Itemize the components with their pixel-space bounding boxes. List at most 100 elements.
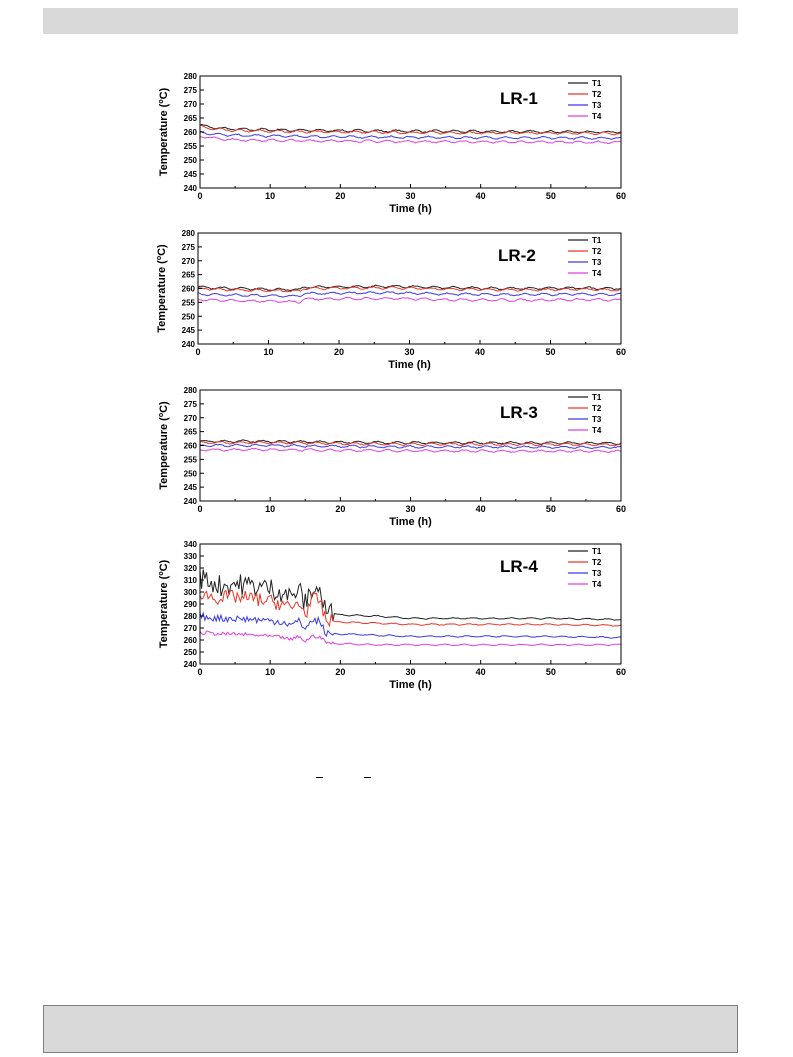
x-tick-label: 0 [197, 191, 202, 201]
series-line-t4 [199, 136, 622, 145]
x-tick-label: 50 [545, 347, 555, 357]
y-tick-label: 265 [184, 428, 198, 437]
legend-label: T1 [592, 236, 602, 245]
legend-label: T3 [592, 569, 602, 578]
legend-label: T1 [592, 79, 602, 88]
x-tick-label: 20 [335, 191, 345, 201]
series-line-t1 [199, 439, 622, 446]
legend-label: T2 [592, 558, 602, 567]
x-tick-label: 30 [405, 191, 415, 201]
y-tick-label: 290 [184, 600, 198, 609]
x-axis-label: Time (h) [388, 359, 431, 371]
x-tick-label: 60 [616, 667, 626, 677]
legend-label: T3 [592, 258, 602, 267]
y-tick-label: 260 [184, 442, 198, 451]
footer-box [43, 1005, 738, 1053]
legend-label: T4 [592, 269, 602, 278]
y-tick-label: 240 [184, 184, 198, 193]
y-axis-label: Temperature (oC) [156, 244, 168, 333]
series-line-t4 [197, 296, 622, 304]
y-tick-label: 270 [184, 100, 198, 109]
x-tick-label: 50 [546, 667, 556, 677]
x-tick-label: 50 [546, 504, 556, 514]
series-line-t3 [199, 443, 622, 450]
panel-label: LR-4 [500, 557, 538, 576]
x-axis-label: Time (h) [389, 679, 432, 691]
legend-label: T2 [592, 247, 602, 256]
y-tick-label: 250 [184, 156, 198, 165]
series-line-t4 [199, 630, 622, 647]
y-tick-label: 255 [184, 142, 198, 151]
series-line-t1 [199, 569, 622, 622]
y-tick-label: 260 [184, 636, 198, 645]
legend-label: T3 [592, 101, 602, 110]
y-tick-label: 270 [182, 257, 196, 266]
y-tick-label: 270 [184, 414, 198, 423]
series-line-t1 [197, 284, 622, 292]
y-tick-label: 320 [184, 564, 198, 573]
x-tick-label: 10 [265, 191, 275, 201]
y-tick-label: 275 [184, 400, 198, 409]
y-tick-label: 275 [182, 243, 196, 252]
x-tick-label: 10 [265, 504, 275, 514]
y-tick-label: 260 [182, 285, 196, 294]
y-tick-label: 255 [182, 298, 196, 307]
series-line-t2 [199, 124, 622, 136]
x-tick-label: 30 [405, 504, 415, 514]
y-tick-label: 275 [184, 86, 198, 95]
chart-lr-4: 0 10 20 30 40 50 60 240 250 260 270 280 290 300 310 320… [158, 540, 626, 691]
y-tick-label: 250 [184, 648, 198, 657]
x-axis-label: Time (h) [389, 516, 432, 528]
y-tick-label: 280 [184, 612, 198, 621]
x-tick-label: 60 [616, 347, 626, 357]
x-tick-label: 40 [475, 347, 485, 357]
series-line-t2 [199, 440, 622, 447]
legend-label: T4 [592, 580, 602, 589]
series-line-t2 [197, 285, 622, 293]
y-tick-label: 250 [184, 469, 198, 478]
x-tick-label: 60 [616, 504, 626, 514]
legend-label: T2 [592, 404, 602, 413]
y-axis-label: Temperature (oC) [158, 401, 170, 490]
panel-label: LR-1 [500, 89, 538, 108]
x-tick-label: 60 [616, 191, 626, 201]
legend-label: T1 [592, 393, 602, 402]
x-tick-label: 50 [546, 191, 556, 201]
x-tick-label: 20 [335, 667, 345, 677]
panel-label: LR-2 [498, 246, 536, 265]
y-tick-label: 240 [184, 660, 198, 669]
legend-label: T3 [592, 415, 602, 424]
y-tick-label: 240 [184, 497, 198, 506]
temperature-charts: 0 10 20 30 40 50 60 240 245 250 255 260 265 270 275 280… [156, 72, 626, 691]
y-tick-label: 260 [184, 128, 198, 137]
y-tick-label: 265 [182, 271, 196, 280]
x-tick-label: 0 [197, 504, 202, 514]
legend-label: T2 [592, 90, 602, 99]
panel-label: LR-3 [500, 403, 538, 422]
x-tick-label: 30 [405, 667, 415, 677]
chart-lr-2: 0 10 20 30 40 50 60 240 245 250 255 260 265 270 275 280… [156, 229, 626, 371]
series-line-t3 [199, 611, 622, 639]
y-tick-label: 265 [184, 114, 198, 123]
y-tick-label: 250 [182, 312, 196, 321]
y-tick-label: 340 [184, 540, 198, 549]
y-tick-label: 300 [184, 588, 198, 597]
header-bar [43, 8, 738, 34]
legend-label: T4 [592, 426, 602, 435]
x-tick-label: 20 [334, 347, 344, 357]
x-axis-label: Time (h) [389, 203, 432, 215]
y-tick-label: 280 [184, 386, 198, 395]
y-tick-label: 245 [184, 170, 198, 179]
y-tick-label: 280 [184, 72, 198, 81]
x-tick-label: 0 [197, 667, 202, 677]
chart-lr-3: 0 10 20 30 40 50 60 240 245 250 255 260 265 270 275 280… [158, 386, 626, 528]
y-tick-label: 240 [182, 340, 196, 349]
y-tick-label: 310 [184, 576, 198, 585]
y-tick-label: 245 [182, 326, 196, 335]
x-tick-label: 40 [476, 191, 486, 201]
y-tick-label: 270 [184, 624, 198, 633]
series-line-t3 [199, 130, 622, 141]
legend-label: T1 [592, 547, 602, 556]
x-tick-label: 40 [476, 504, 486, 514]
y-tick-label: 255 [184, 455, 198, 464]
